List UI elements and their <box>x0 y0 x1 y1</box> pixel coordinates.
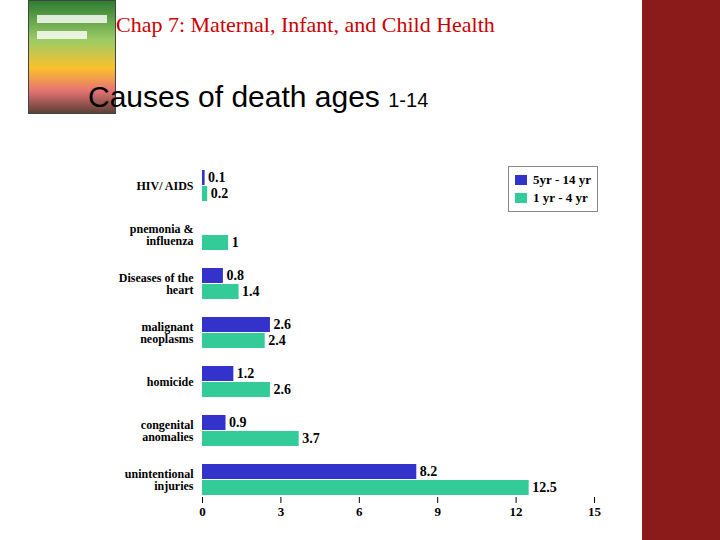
svg-text:12: 12 <box>510 504 523 519</box>
svg-text:3.7: 3.7 <box>302 431 320 446</box>
svg-text:1: 1 <box>232 235 239 250</box>
html-text:1 yr - 4 yr: 1 yr - 4 yr <box>533 190 588 205</box>
svg-text:0: 0 <box>199 504 206 519</box>
svg-text:8.2: 8.2 <box>420 464 438 479</box>
svg-text:pnemonia &influenza: pnemonia &influenza <box>130 222 194 248</box>
svg-text:2.6: 2.6 <box>273 382 291 397</box>
svg-text:12.5: 12.5 <box>532 480 557 495</box>
svg-text:3: 3 <box>278 504 285 519</box>
svg-text:0.8: 0.8 <box>226 268 244 283</box>
svg-text:homicide: homicide <box>147 375 194 389</box>
svg-text:1.4: 1.4 <box>242 284 260 299</box>
svg-text:2.4: 2.4 <box>268 333 286 348</box>
svg-text:6: 6 <box>356 504 363 519</box>
svg-text:HIV/ AIDS: HIV/ AIDS <box>136 179 193 193</box>
svg-text:0.9: 0.9 <box>229 415 247 430</box>
svg-text:malignantneoplasms: malignantneoplasms <box>140 320 194 346</box>
svg-text:15: 15 <box>588 504 602 519</box>
svg-text:2.6: 2.6 <box>273 317 291 332</box>
svg-text:Diseases of theheart: Diseases of theheart <box>119 271 194 297</box>
html-text:5yr - 14 yr: 5yr - 14 yr <box>533 172 591 187</box>
html-text:Chap 7: Maternal, Infant, and: Chap 7: Maternal, Infant, and Child Heal… <box>116 12 495 37</box>
svg-text:0.1: 0.1 <box>208 170 226 185</box>
html-text:Causes of death ages1-14: Causes of death ages1-14 <box>88 80 429 113</box>
svg-text:9: 9 <box>434 504 441 519</box>
svg-text:unintentionalinjuries: unintentionalinjuries <box>125 467 194 493</box>
svg-text:1.2: 1.2 <box>237 366 255 381</box>
svg-text:congenitalanomalies: congenitalanomalies <box>141 418 194 444</box>
svg-text:0.2: 0.2 <box>211 186 229 201</box>
